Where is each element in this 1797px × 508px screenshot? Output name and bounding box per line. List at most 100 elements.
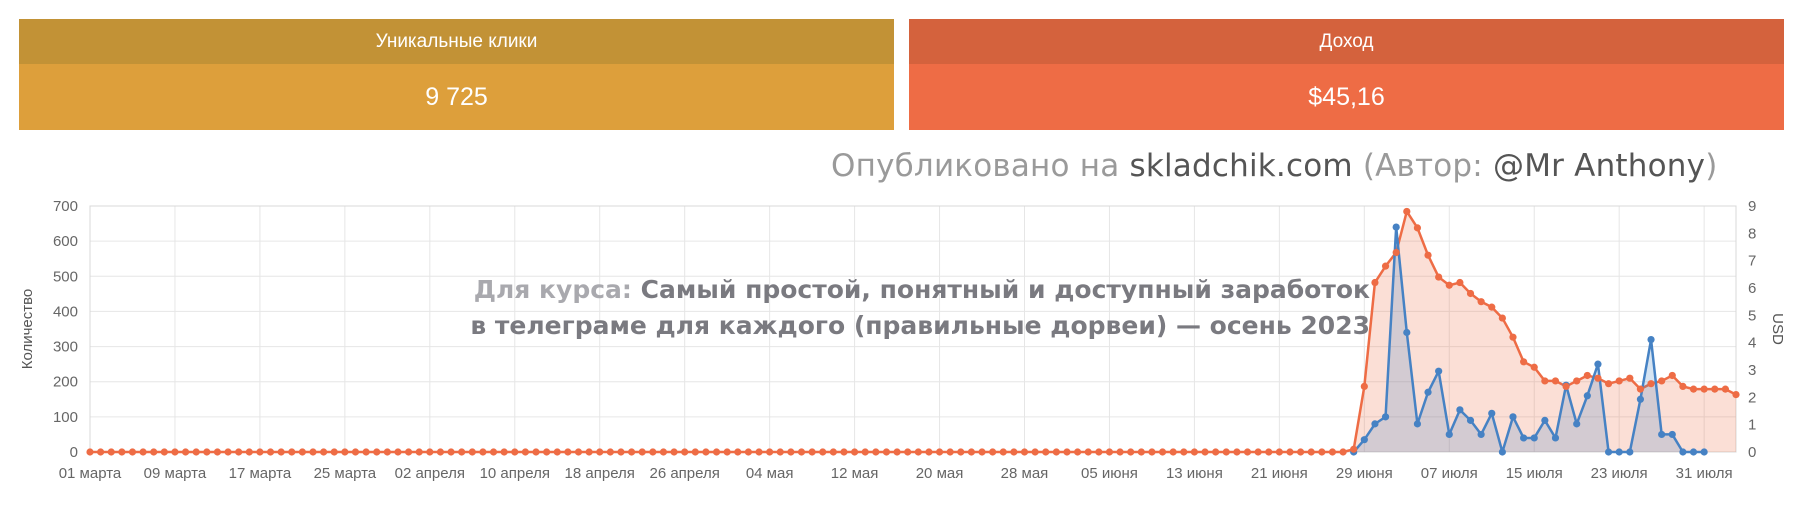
income-point bbox=[1413, 224, 1422, 232]
credit-site[interactable]: skladchik.com bbox=[1129, 148, 1353, 184]
income-point bbox=[86, 448, 94, 456]
income-point bbox=[755, 448, 763, 456]
income-point bbox=[288, 448, 296, 456]
clicks-point bbox=[1392, 223, 1400, 231]
income-point bbox=[1381, 262, 1390, 270]
clicks-point bbox=[1424, 388, 1432, 396]
income-point bbox=[1042, 448, 1050, 456]
income-point bbox=[829, 448, 837, 456]
income-point bbox=[1371, 278, 1379, 287]
clicks-point bbox=[1679, 448, 1687, 456]
x-tick-label: 13 июня bbox=[1166, 465, 1223, 482]
income-point bbox=[808, 448, 816, 456]
income-point bbox=[1445, 281, 1453, 289]
income-point bbox=[1424, 251, 1432, 259]
income-point bbox=[447, 448, 455, 456]
income-point bbox=[1658, 377, 1666, 385]
y-left-tick-label: 0 bbox=[70, 444, 78, 461]
credit-mid: (Автор: bbox=[1352, 148, 1494, 184]
x-tick-label: 20 мая bbox=[916, 465, 964, 482]
income-point bbox=[1615, 377, 1623, 385]
x-tick-label: 07 июля bbox=[1421, 465, 1478, 482]
clicks-point bbox=[1498, 448, 1506, 456]
income-point bbox=[1551, 377, 1560, 385]
clicks-point bbox=[1626, 448, 1634, 456]
income-point bbox=[118, 448, 126, 456]
y-right-tick-label: 0 bbox=[1748, 444, 1756, 461]
income-point bbox=[1339, 448, 1347, 456]
clicks-point bbox=[1541, 416, 1549, 424]
income-point bbox=[935, 448, 944, 456]
income-point bbox=[1350, 445, 1358, 453]
income-point bbox=[224, 448, 232, 456]
clicks-point bbox=[1477, 430, 1485, 439]
x-tick-label: 04 мая bbox=[746, 465, 794, 482]
y-left-axis-title: Количество bbox=[19, 289, 36, 370]
income-point bbox=[436, 448, 445, 456]
y-right-tick-label: 1 bbox=[1748, 417, 1756, 434]
income-point bbox=[766, 448, 774, 456]
income-point bbox=[1520, 358, 1528, 366]
income-point bbox=[946, 448, 954, 456]
clicks-point bbox=[1445, 430, 1453, 439]
income-point bbox=[1477, 298, 1485, 306]
income-point bbox=[97, 448, 105, 456]
income-point bbox=[309, 448, 317, 456]
income-point bbox=[1052, 448, 1060, 456]
income-point bbox=[1562, 382, 1570, 390]
clicks-point bbox=[1583, 392, 1591, 400]
y-left-tick-label: 600 bbox=[53, 233, 78, 250]
income-point bbox=[553, 448, 561, 456]
income-point bbox=[1095, 448, 1103, 456]
clicks-point bbox=[1509, 413, 1517, 421]
income-point bbox=[702, 448, 710, 456]
income-point bbox=[1435, 273, 1443, 281]
income-point bbox=[1403, 207, 1411, 216]
x-tick-label: 10 апреля bbox=[480, 465, 550, 482]
clicks-point bbox=[1520, 434, 1528, 442]
income-point bbox=[1711, 385, 1719, 393]
course-prefix: Для курса: bbox=[473, 275, 641, 304]
y-left-tick-label: 100 bbox=[53, 409, 78, 426]
clicks-point bbox=[1530, 434, 1538, 442]
income-point bbox=[1212, 448, 1220, 456]
income-point bbox=[1647, 380, 1655, 388]
income-point bbox=[362, 448, 370, 456]
income-point bbox=[298, 448, 306, 456]
income-point bbox=[330, 448, 338, 456]
course-caption: Для курса: Самый простой, понятный и дос… bbox=[470, 272, 1370, 344]
income-point bbox=[1265, 448, 1273, 456]
income-point bbox=[1509, 333, 1517, 341]
unique-clicks-card: Уникальные клики 9 725 bbox=[19, 19, 894, 130]
y-left-tick-label: 300 bbox=[53, 339, 78, 356]
income-point bbox=[1573, 377, 1581, 385]
income-point bbox=[203, 448, 211, 456]
income-point bbox=[617, 448, 625, 456]
income-point bbox=[256, 448, 264, 456]
income-point bbox=[1127, 448, 1135, 456]
income-point bbox=[978, 448, 986, 456]
clicks-point bbox=[1551, 434, 1560, 442]
credit-post: ) bbox=[1705, 148, 1718, 184]
x-tick-label: 23 июля bbox=[1591, 465, 1648, 482]
clicks-point bbox=[1615, 448, 1623, 456]
income-point bbox=[468, 448, 476, 456]
income-point bbox=[1020, 448, 1029, 456]
x-tick-label: 25 марта bbox=[314, 465, 377, 482]
income-point bbox=[1201, 448, 1209, 456]
income-point bbox=[266, 448, 275, 456]
credit-author: @Mr Anthony bbox=[1493, 148, 1706, 184]
income-point bbox=[744, 448, 753, 456]
clicks-point bbox=[1403, 328, 1411, 337]
x-tick-label: 01 марта bbox=[59, 465, 122, 482]
income-point bbox=[373, 448, 381, 456]
income-point bbox=[904, 448, 912, 456]
course-line-1: Для курса: Самый простой, понятный и дос… bbox=[470, 272, 1370, 308]
income-point bbox=[1084, 448, 1092, 456]
income-point bbox=[681, 448, 689, 456]
x-tick-label: 05 июня bbox=[1081, 465, 1138, 482]
clicks-point bbox=[1360, 436, 1368, 444]
income-point bbox=[1169, 448, 1177, 456]
income-point bbox=[712, 448, 721, 456]
y-left-tick-label: 200 bbox=[53, 374, 78, 391]
